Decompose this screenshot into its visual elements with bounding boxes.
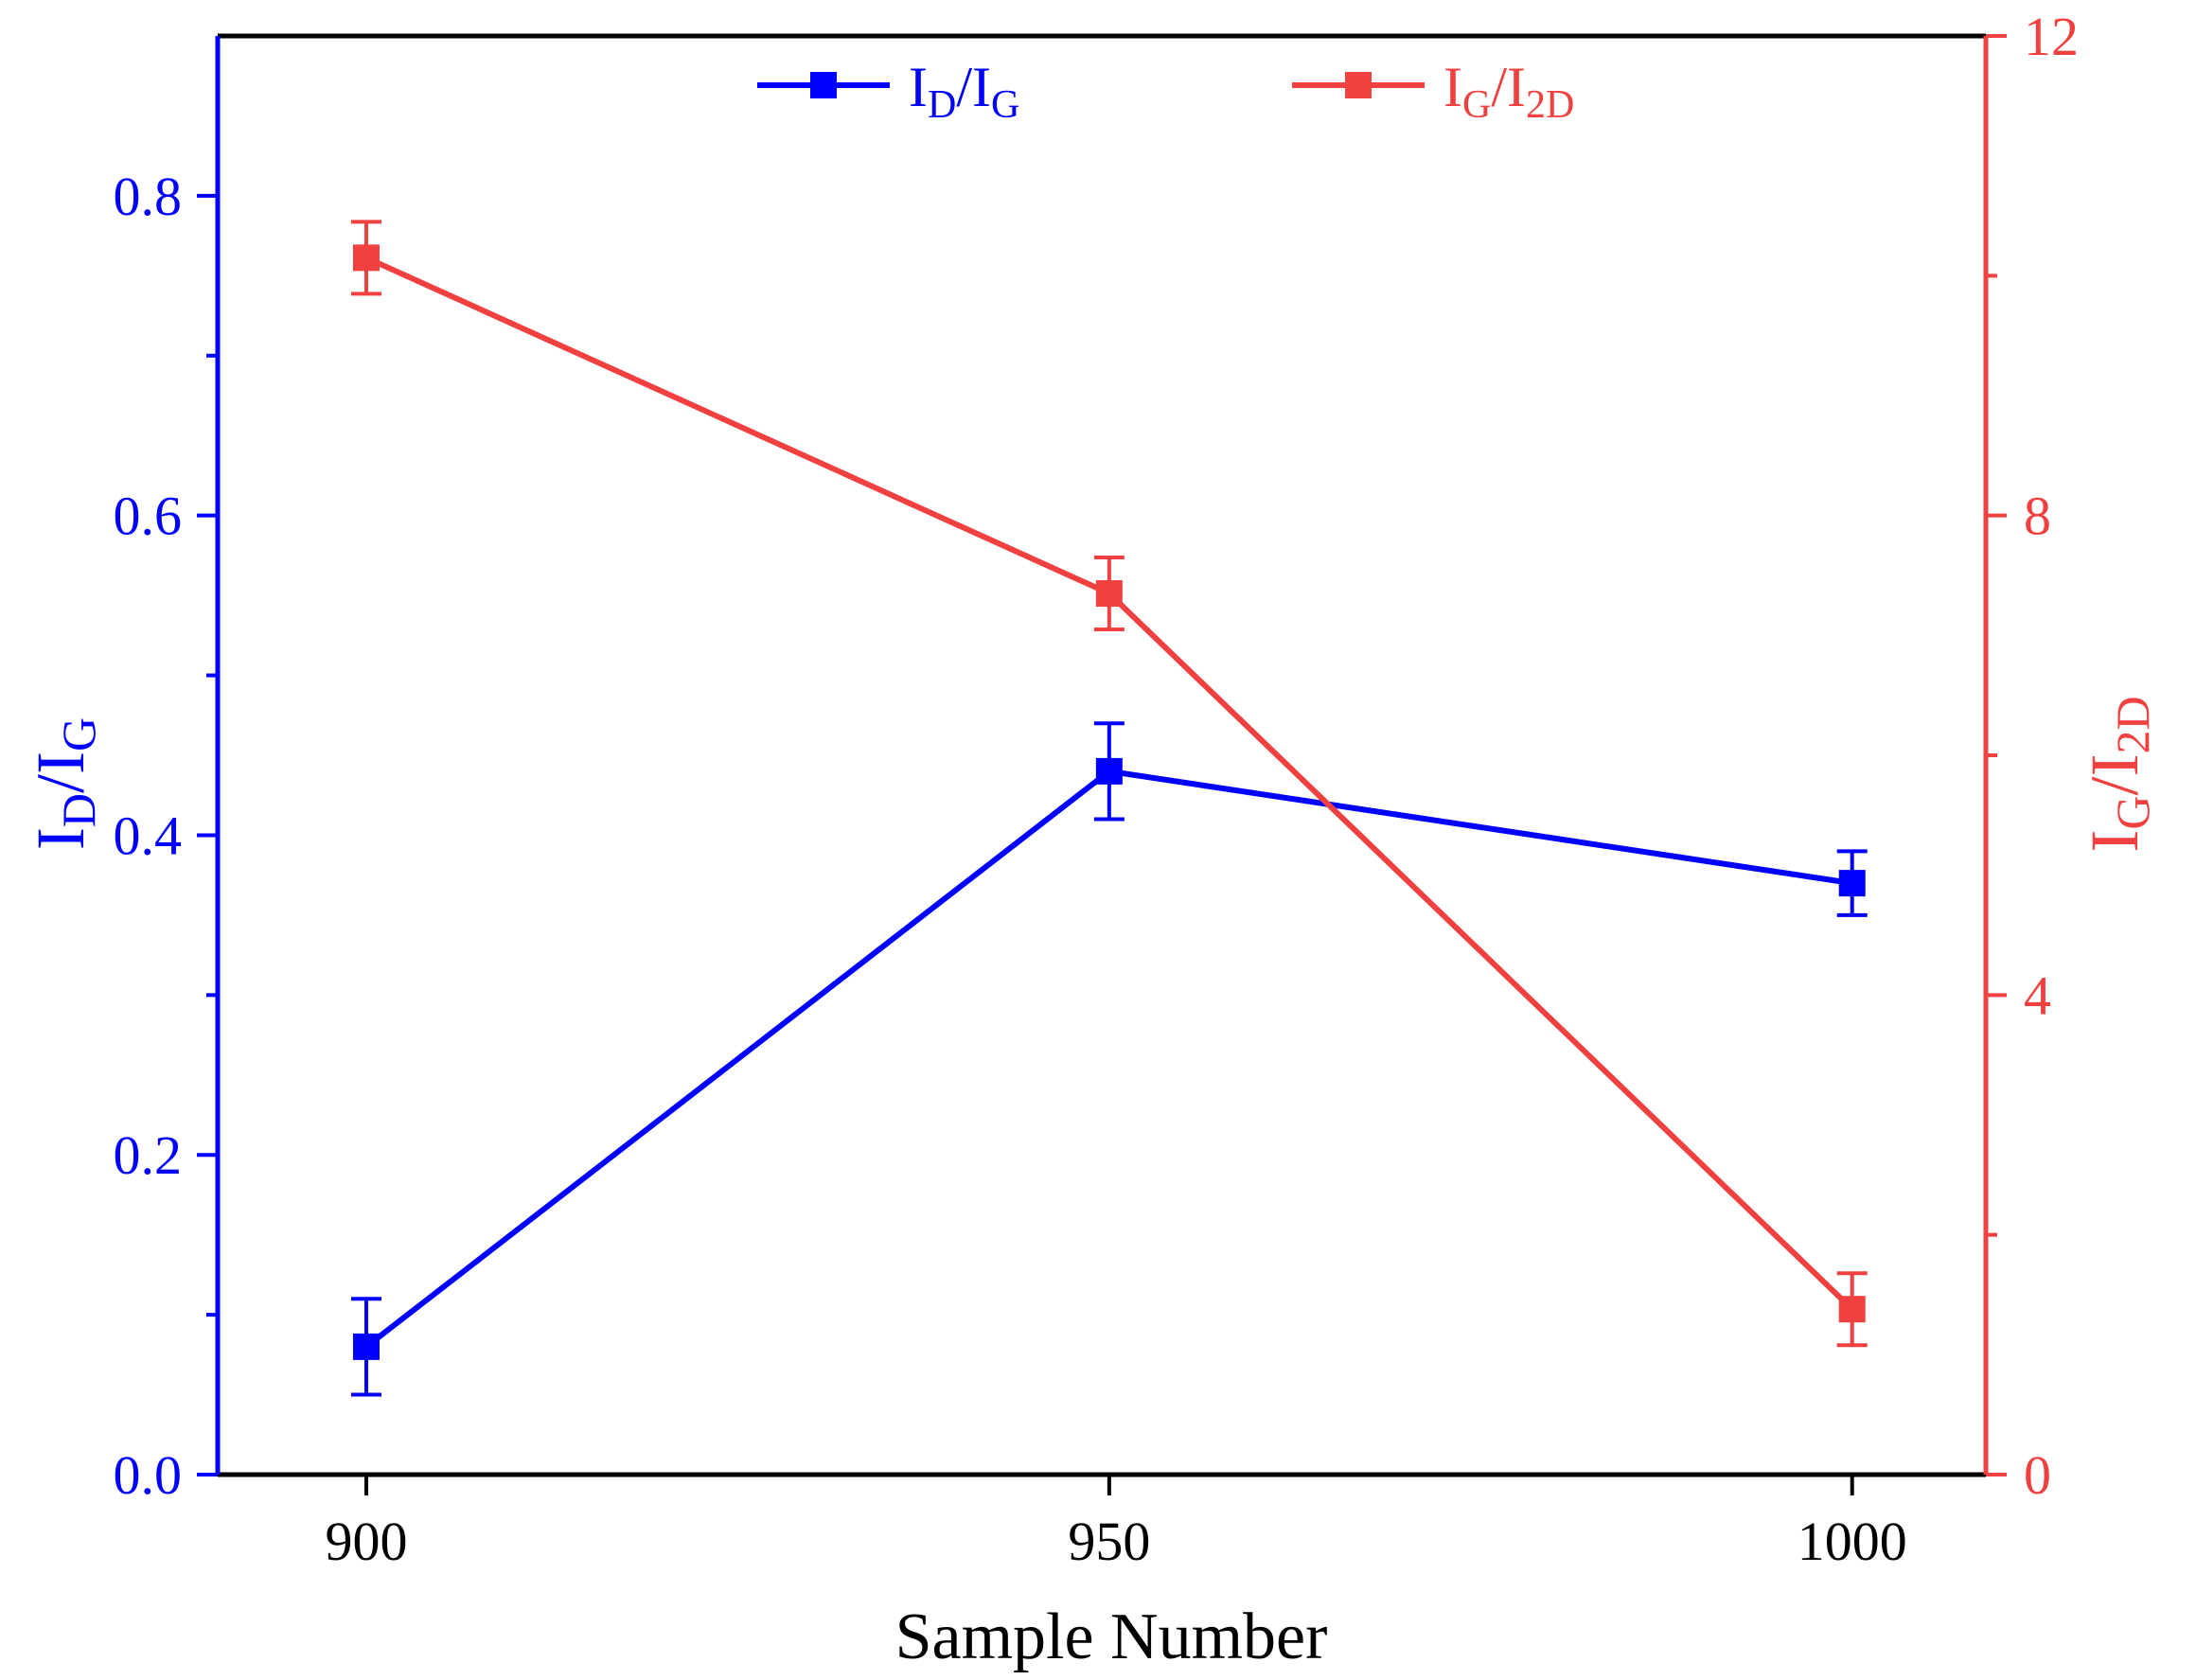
right-y-axis-title-part-2: G: [2106, 796, 2159, 830]
id-ig-data-point: [352, 1333, 380, 1360]
legend-id-ig-marker: [810, 72, 837, 98]
left-y-tick-label: 0.0: [114, 1444, 183, 1506]
ig-i2d-data-point: [1095, 580, 1123, 607]
id-ig-data-point: [1095, 757, 1123, 785]
legend-ig-i2d-label-part-4: 2D: [1526, 83, 1574, 127]
right-y-tick-label: 12: [2024, 6, 2079, 67]
right-y-axis-title-part-4: 2D: [2106, 696, 2159, 753]
right-y-tick-label: 8: [2024, 486, 2051, 547]
legend-id-ig-label: ID/IG: [909, 56, 1019, 127]
left-y-tick-label: 0.2: [114, 1124, 183, 1186]
left-y-tick-label: 0.4: [114, 805, 183, 866]
left-y-axis-title-part-3: /I: [23, 752, 98, 793]
ig-i2d-data-point: [1838, 1296, 1866, 1323]
left-y-axis-title-part-1: I: [23, 827, 98, 850]
right-y-axis-title-part-1: I: [2077, 830, 2152, 853]
legend-id-ig-label-part-1: I: [909, 56, 928, 118]
left-y-axis-title-part-2: D: [52, 793, 105, 827]
x-tick-label: 1000: [1798, 1511, 1907, 1572]
legend-id-ig-label-part-3: /I: [956, 56, 991, 118]
id-ig-data-point: [1838, 870, 1866, 897]
right-y-axis-title: IG/I2D: [2077, 696, 2159, 852]
x-tick-label: 900: [325, 1511, 407, 1572]
right-y-axis-title-part-3: /I: [2077, 754, 2152, 796]
legend-ig-i2d-label: IG/I2D: [1443, 56, 1574, 127]
left-y-tick-label: 0.6: [114, 486, 183, 547]
legend-ig-i2d-label-part-2: G: [1462, 83, 1491, 127]
right-y-tick-label: 4: [2024, 964, 2051, 1026]
left-y-axis-title: ID/IG: [23, 717, 105, 850]
ig-i2d-data-point: [352, 244, 380, 272]
legend-ig-i2d-label-part-1: I: [1443, 56, 1462, 118]
left-y-axis-title-part-4: G: [52, 717, 105, 752]
legend-id-ig-label-part-4: G: [991, 83, 1019, 127]
left-y-tick-label: 0.8: [114, 166, 183, 227]
x-tick-label: 950: [1068, 1511, 1150, 1572]
id-ig-series-line: [364, 768, 1853, 1350]
legend-id-ig-label-part-2: D: [928, 83, 956, 127]
right-y-tick-label: 0: [2024, 1444, 2051, 1506]
x-axis-title: Sample Number: [895, 1600, 1328, 1673]
legend-ig-i2d-marker: [1345, 72, 1372, 98]
legend-ig-i2d-label-part-3: /I: [1491, 56, 1526, 118]
